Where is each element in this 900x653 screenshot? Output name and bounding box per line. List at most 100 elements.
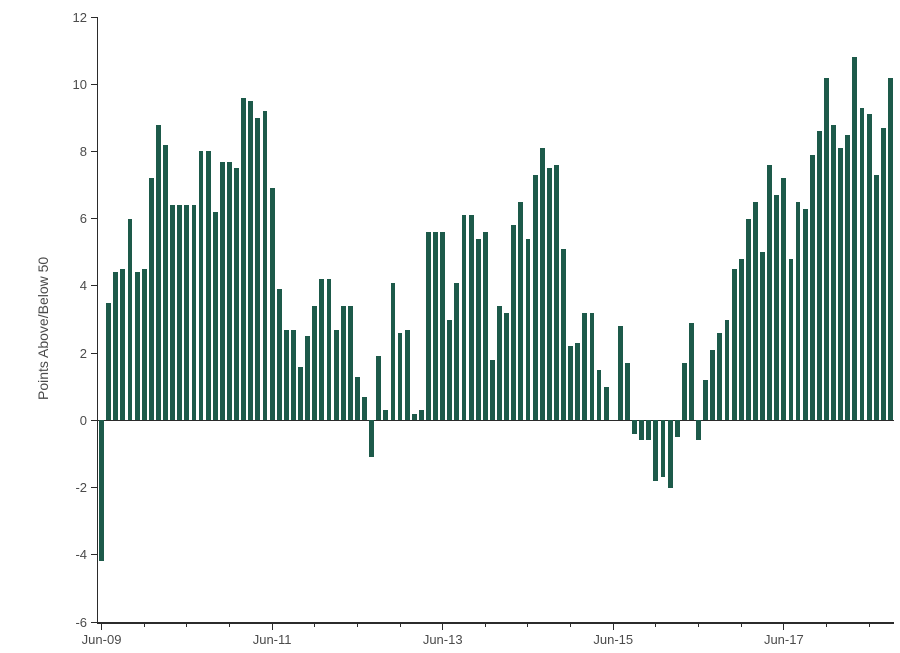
- data-bar: [689, 323, 694, 420]
- data-bar: [746, 219, 751, 421]
- data-bar: [362, 397, 367, 421]
- data-bar: [462, 215, 467, 420]
- data-bar: [135, 272, 140, 420]
- data-bar: [348, 306, 353, 420]
- data-bar: [490, 360, 495, 421]
- data-bar: [106, 303, 111, 421]
- x-tick-mark-minor: [357, 624, 358, 628]
- y-tick-mark: [91, 84, 97, 85]
- data-bar: [391, 283, 396, 421]
- x-tick-mark-minor: [229, 624, 230, 628]
- data-bar: [725, 320, 730, 421]
- data-bar: [561, 249, 566, 420]
- data-bar: [845, 135, 850, 421]
- data-bar: [753, 202, 758, 420]
- y-axis-title: Points Above/Below 50: [35, 256, 51, 399]
- data-bar: [789, 259, 794, 420]
- data-bar: [668, 420, 673, 487]
- data-bar: [99, 420, 104, 561]
- data-bar: [717, 333, 722, 420]
- data-bar: [277, 289, 282, 420]
- data-bar: [248, 101, 253, 420]
- y-tick-mark: [91, 218, 97, 219]
- data-bar: [454, 283, 459, 421]
- y-tick-label: -4: [75, 547, 87, 562]
- y-axis-line: [97, 17, 99, 622]
- x-tick-mark-minor: [570, 624, 571, 628]
- data-bar: [597, 370, 602, 420]
- data-bar: [163, 145, 168, 421]
- time-series-bar-chart: Points Above/Below 50 -6-4-2024681012Jun…: [0, 0, 900, 653]
- data-bar: [405, 330, 410, 421]
- data-bar: [760, 252, 765, 420]
- y-tick-label: 6: [80, 211, 87, 226]
- data-bar: [881, 128, 886, 420]
- data-bar: [860, 108, 865, 421]
- data-bar: [184, 205, 189, 420]
- x-tick-mark-minor: [314, 624, 315, 628]
- data-bar: [810, 155, 815, 421]
- data-bar: [312, 306, 317, 420]
- data-bar: [639, 420, 644, 440]
- x-tick-mark-minor: [869, 624, 870, 628]
- x-tick-mark-minor: [144, 624, 145, 628]
- data-bar: [568, 346, 573, 420]
- x-tick-label: Jun-15: [593, 632, 633, 647]
- y-tick-mark: [91, 285, 97, 286]
- data-bar: [383, 410, 388, 420]
- data-bar: [781, 178, 786, 420]
- data-bar: [341, 306, 346, 420]
- data-bar: [376, 356, 381, 420]
- y-tick-label: 10: [73, 77, 87, 92]
- x-tick-mark-minor: [485, 624, 486, 628]
- data-bar: [618, 326, 623, 420]
- y-tick-mark: [91, 17, 97, 18]
- data-bar: [284, 330, 289, 421]
- x-tick-mark-minor: [698, 624, 699, 628]
- data-bar: [426, 232, 431, 420]
- data-bar: [632, 420, 637, 433]
- data-bar: [653, 420, 658, 481]
- x-axis-line-bottom: [97, 622, 895, 624]
- data-bar: [369, 420, 374, 457]
- data-bar: [412, 414, 417, 421]
- data-bar: [120, 269, 125, 420]
- data-bar: [220, 162, 225, 421]
- data-bar: [213, 212, 218, 420]
- data-bar: [291, 330, 296, 421]
- y-tick-mark: [91, 622, 97, 623]
- data-bar: [831, 125, 836, 421]
- x-tick-label: Jun-17: [764, 632, 804, 647]
- y-tick-label: 8: [80, 144, 87, 159]
- y-tick-label: 12: [73, 10, 87, 25]
- data-bar: [192, 205, 197, 420]
- data-bar: [483, 232, 488, 420]
- y-tick-mark: [91, 554, 97, 555]
- data-bar: [526, 239, 531, 421]
- data-bar: [739, 259, 744, 420]
- x-tick-mark-major: [272, 624, 273, 630]
- data-bar: [170, 205, 175, 420]
- x-tick-label: Jun-11: [253, 632, 292, 647]
- data-bar: [732, 269, 737, 420]
- x-tick-mark-minor: [400, 624, 401, 628]
- data-bar: [852, 57, 857, 420]
- data-bar: [824, 78, 829, 421]
- data-bar: [767, 165, 772, 420]
- data-bar: [447, 320, 452, 421]
- data-bar: [355, 377, 360, 421]
- data-bar: [575, 343, 580, 420]
- y-tick-label: -6: [75, 615, 87, 630]
- data-bar: [590, 313, 595, 421]
- data-bar: [533, 175, 538, 420]
- data-bar: [803, 209, 808, 421]
- data-bar: [298, 367, 303, 421]
- data-bar: [675, 420, 680, 437]
- data-bar: [625, 363, 630, 420]
- data-bar: [547, 168, 552, 420]
- data-bar: [199, 151, 204, 420]
- data-bar: [142, 269, 147, 420]
- data-bar: [817, 131, 822, 420]
- y-tick-label: 0: [80, 413, 87, 428]
- data-bar: [796, 202, 801, 420]
